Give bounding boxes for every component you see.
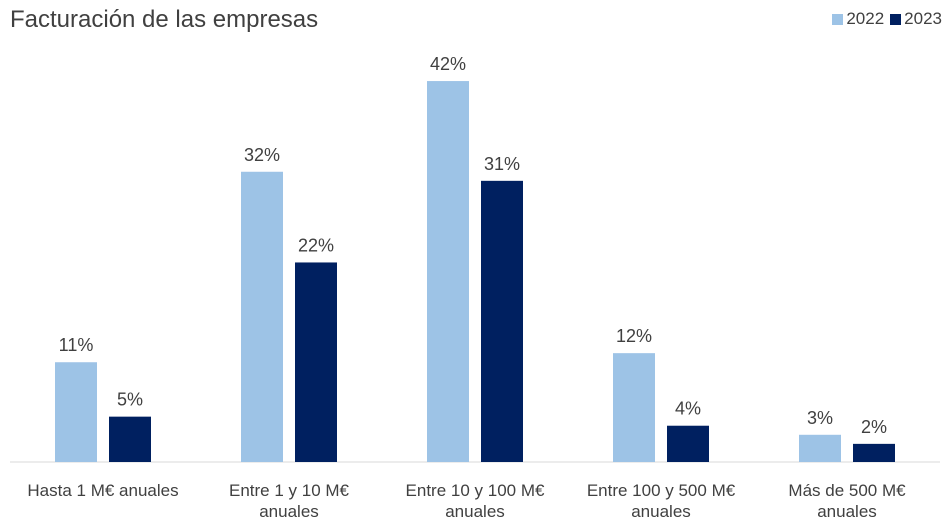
data-label-2023-1: 22% bbox=[298, 235, 334, 255]
bar-2022-3 bbox=[613, 353, 655, 462]
category-label-3-0: Entre 100 y 500 M€ bbox=[587, 481, 736, 500]
chart-title: Facturación de las empresas bbox=[10, 6, 319, 33]
category-label-4-0: Más de 500 M€ bbox=[788, 481, 906, 500]
legend-swatch-2023 bbox=[890, 13, 902, 25]
data-label-2023-4: 2% bbox=[861, 417, 887, 437]
bar-2022-1 bbox=[241, 171, 283, 462]
category-label-4-1: anuales bbox=[817, 502, 877, 519]
legend-item-2022: 2022 bbox=[832, 9, 884, 29]
category-label-3-1: anuales bbox=[631, 502, 691, 519]
bar-2023-0 bbox=[109, 416, 151, 462]
bar-2023-1 bbox=[295, 262, 337, 462]
category-label-1-1: anuales bbox=[259, 502, 319, 519]
bar-2023-2 bbox=[481, 180, 523, 462]
legend-item-2023: 2023 bbox=[890, 9, 942, 29]
category-label-0-0: Hasta 1 M€ anuales bbox=[27, 481, 178, 500]
data-label-2023-0: 5% bbox=[117, 390, 143, 410]
bar-2022-0 bbox=[55, 362, 97, 462]
bar-2023-4 bbox=[853, 443, 895, 462]
data-label-2023-3: 4% bbox=[675, 399, 701, 419]
bar-2022-4 bbox=[799, 434, 841, 462]
bar-2023-3 bbox=[667, 425, 709, 462]
category-label-1-0: Entre 1 y 10 M€ bbox=[229, 481, 350, 500]
legend-label-2023: 2023 bbox=[904, 9, 942, 28]
data-label-2022-0: 11% bbox=[59, 335, 94, 355]
bar-2022-2 bbox=[427, 81, 469, 462]
data-label-2022-2: 42% bbox=[430, 54, 466, 74]
legend-swatch-2022 bbox=[832, 13, 844, 25]
data-label-2023-2: 31% bbox=[484, 154, 520, 174]
data-label-2022-3: 12% bbox=[616, 326, 652, 346]
legend: 2022 2023 bbox=[826, 9, 942, 29]
legend-label-2022: 2022 bbox=[846, 9, 885, 28]
data-label-2022-1: 32% bbox=[244, 145, 280, 165]
category-label-2-1: anuales bbox=[445, 502, 505, 519]
data-label-2022-4: 3% bbox=[807, 408, 833, 428]
category-label-2-0: Entre 10 y 100 M€ bbox=[406, 481, 545, 500]
